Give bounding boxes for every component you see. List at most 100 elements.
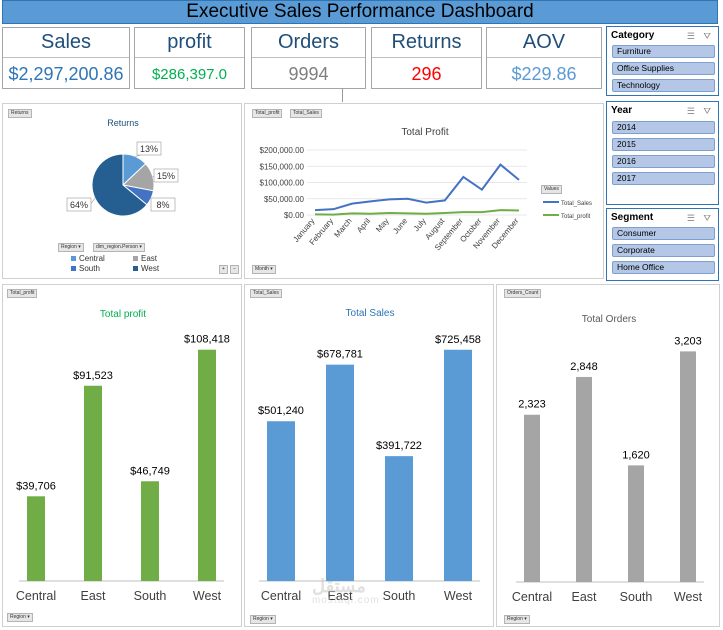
slicer-filter-icons[interactable]: ☰ ⛛ [686, 31, 714, 41]
legend-label-central: Central [79, 254, 105, 263]
field-button-total-profit-bar[interactable]: Total_profit [7, 289, 38, 298]
pie-data-label-box [153, 168, 179, 183]
bar-category-label: South [383, 589, 416, 603]
total-orders-bar-panel: Orders_Count Total Orders 2,323 Central 2,8… [496, 284, 720, 627]
bar-category-label: East [80, 589, 106, 603]
expand-button[interactable]: + [219, 265, 228, 274]
line-series-total_profit [314, 209, 520, 216]
watermark-latin: mostaql.com [312, 595, 380, 606]
legend-swatch [133, 256, 138, 262]
bar-central [27, 496, 45, 581]
pie-legend-east: East [133, 254, 157, 263]
pie-data-label: 13% [140, 144, 158, 154]
bar-west [444, 349, 472, 581]
legend-label-east: East [141, 254, 158, 263]
pie-slice-west [91, 153, 148, 217]
slicer-segment: Segment ☰ ⛛ Consumer Corporate Home Offi… [606, 208, 719, 281]
x-tick-label: March [332, 217, 353, 240]
field-button-region-label: Region [253, 616, 269, 622]
pie-data-label-box [136, 141, 162, 156]
slicer-item-2015[interactable]: 2015 [612, 138, 715, 151]
legend-label-west: West [141, 264, 160, 273]
pie-title: Returns [107, 118, 139, 128]
pie-data-label-box [150, 197, 176, 212]
field-button-orders-count[interactable]: Orders_Count [504, 289, 542, 298]
field-button-person[interactable]: dim_region.Person ▾ [93, 243, 145, 252]
bar-category-label: South [134, 589, 167, 603]
profit-line-chart: $0.00 $50,000.00 $100,000.00 $150,000.00 $20… [260, 146, 593, 252]
collapse-button[interactable]: − [230, 265, 239, 274]
dashboard-title-bar: Executive Sales Performance Dashboard [2, 0, 718, 24]
slicer-item-furniture[interactable]: Furniture [612, 45, 715, 58]
kpi-returns-card: Returns 296 [371, 27, 482, 89]
line-chart-title: Total Profit [401, 127, 449, 138]
bar-central [524, 414, 540, 582]
bar-category-label: West [444, 589, 473, 603]
watermark-arabic: مستقل [312, 576, 366, 596]
bar-data-label: $501,240 [258, 405, 304, 417]
bar-west [680, 351, 696, 582]
total-sales-bar-panel: Total_Sales Total Sales $501,240 Central $6… [244, 284, 494, 627]
bar-chart-title: Total profit [100, 309, 146, 320]
bar-data-label: 1,620 [622, 449, 650, 461]
bar-category-label: West [193, 589, 222, 603]
field-button-region-sales[interactable]: Region ▾ [250, 615, 276, 624]
bar-central [267, 421, 295, 581]
x-tick-label: July [412, 217, 428, 234]
y-tick-label: $0.00 [284, 211, 305, 220]
field-button-region-profit[interactable]: Region ▾ [7, 613, 33, 622]
slicer-filter-icons[interactable]: ☰ ⛛ [686, 106, 714, 116]
legend-swatch [133, 266, 138, 272]
field-button-region-orders[interactable]: Region ▾ [504, 615, 530, 624]
bar-category-label: South [620, 590, 653, 604]
pie-legend-central: Central [71, 254, 105, 263]
kpi-aov-card: AOV $229.86 [486, 27, 602, 89]
slicer-item-corporate[interactable]: Corporate [612, 244, 715, 257]
legend-label-south: South [79, 264, 100, 273]
bar-chart-title: Total Orders [582, 314, 636, 325]
y-tick-label: $50,000.00 [264, 195, 305, 204]
kpi-orders-value: 9994 [288, 63, 329, 84]
bar-east [84, 385, 102, 581]
returns-pie-chart: 13% 15% 8% 64% [66, 141, 179, 217]
field-button-month[interactable]: Month ▾ [252, 265, 276, 274]
field-button-month-label: Month [255, 266, 269, 272]
slicer-item-office-supplies[interactable]: Office Supplies [612, 62, 715, 75]
total-orders-bar-chart: Total Orders 2,323 Central 2,848 East 1,620 So… [512, 314, 704, 604]
total-sales-bar-chart: Total Sales $501,240 Central $678,781 East $3… [258, 308, 481, 603]
field-button-total-sales[interactable]: Total_Sales [290, 109, 322, 118]
bar-data-label: 2,323 [518, 399, 546, 411]
bar-data-label: $678,781 [317, 349, 363, 361]
pie-data-label: 64% [70, 200, 88, 210]
bar-south [385, 456, 413, 581]
kpi-aov-label: AOV [487, 28, 601, 58]
slicer-filter-icons[interactable]: ☰ ⛛ [686, 213, 714, 223]
bar-west [198, 349, 216, 581]
legend-label: Total_profit [561, 214, 591, 220]
kpi-sales-value: $2,297,200.86 [8, 63, 124, 84]
x-tick-label: April [355, 216, 372, 234]
slicer-item-2017[interactable]: 2017 [612, 172, 715, 185]
bar-data-label: 3,203 [674, 335, 702, 347]
slicer-category-header: Category [611, 30, 655, 41]
kpi-sales-label: Sales [3, 28, 129, 58]
legend-swatch [71, 256, 76, 262]
slicer-item-consumer[interactable]: Consumer [612, 227, 715, 240]
x-tick-label: June [391, 216, 409, 235]
field-button-values[interactable]: Values [541, 185, 562, 194]
field-button-region[interactable]: Region ▾ [58, 243, 84, 252]
slicer-item-2016[interactable]: 2016 [612, 155, 715, 168]
slicer-item-2014[interactable]: 2014 [612, 121, 715, 134]
field-button-total-sales-bar[interactable]: Total_Sales [250, 289, 282, 298]
field-button-region-label: Region [10, 614, 26, 620]
slicer-item-technology[interactable]: Technology [612, 79, 715, 92]
field-button-returns[interactable]: Returns [8, 109, 32, 118]
bar-category-label: Central [16, 589, 56, 603]
slicer-item-home-office[interactable]: Home Office [612, 261, 715, 274]
kpi-orders-label: Orders [252, 28, 365, 58]
field-button-total-profit[interactable]: Total_profit [252, 109, 283, 118]
kpi-profit-value: $286,397.0 [151, 65, 228, 83]
kpi-returns-value: 296 [411, 63, 442, 84]
kpi-profit-label: profit [135, 28, 244, 58]
dashboard-title: Executive Sales Performance Dashboard [186, 1, 534, 22]
